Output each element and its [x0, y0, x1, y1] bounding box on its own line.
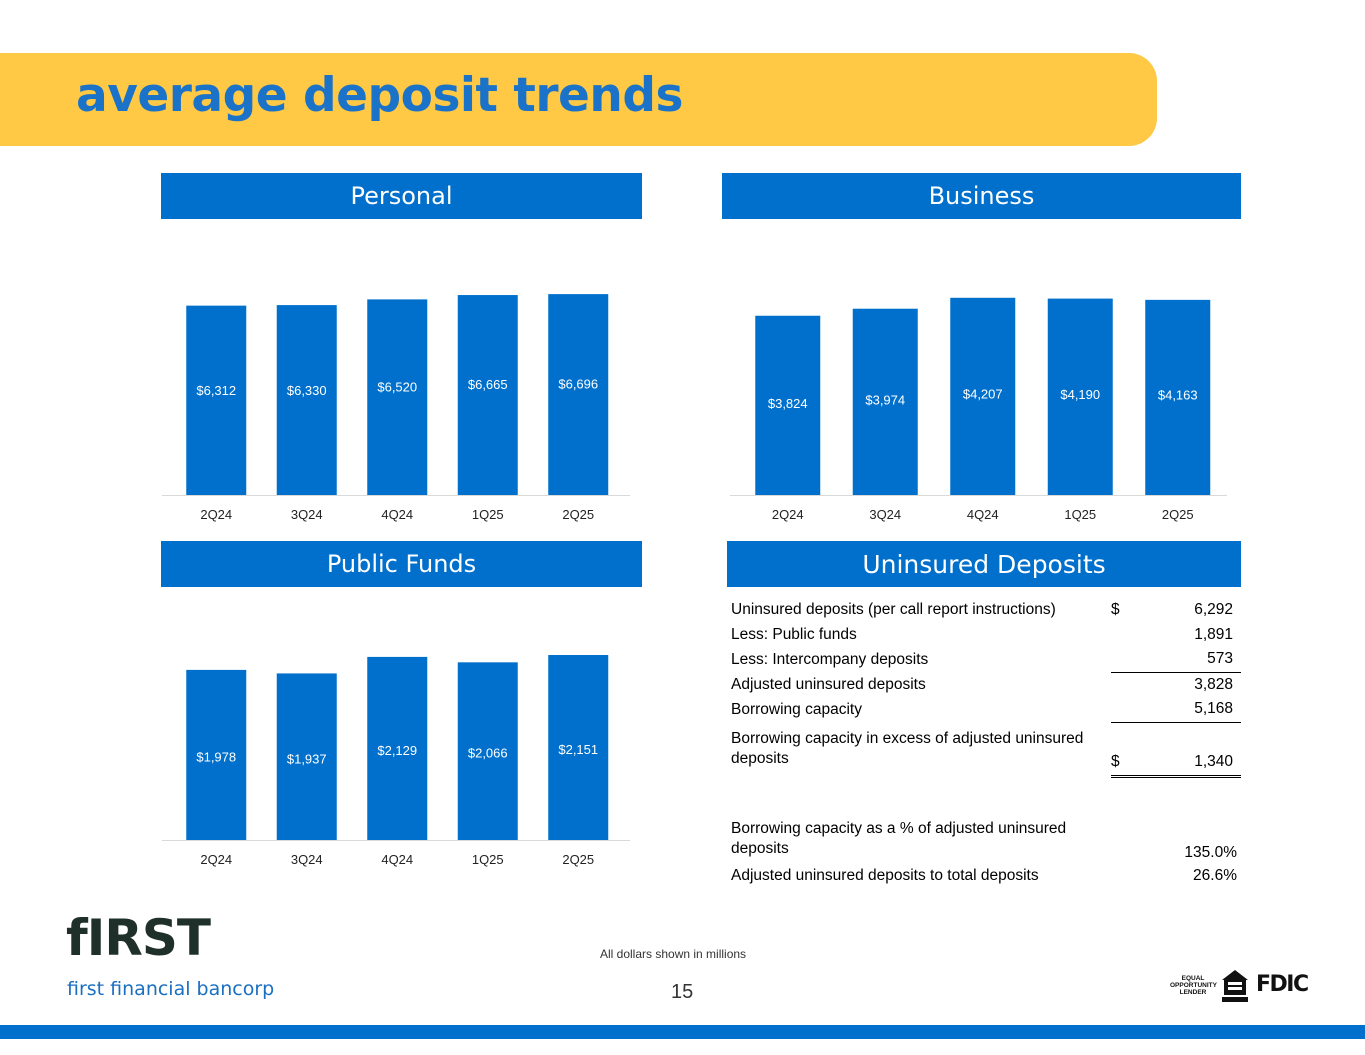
row-label: Less: Intercompany deposits [731, 650, 929, 668]
tick-label: 4Q24 [381, 507, 413, 522]
tick-label: 1Q25 [1064, 507, 1096, 522]
bar-1Q25 [1047, 298, 1113, 495]
fdic-logo: FDIC [1256, 972, 1309, 997]
row-value: 26.6% [1193, 866, 1237, 884]
data-label: $6,665 [468, 377, 508, 392]
bar-2Q25 [548, 655, 609, 840]
business-header: Business [722, 173, 1241, 219]
row-currency [1111, 671, 1133, 697]
row-value: 5,168 [1194, 700, 1233, 718]
footnote: All dollars shown in millions [600, 947, 747, 961]
data-label: $2,066 [468, 746, 508, 761]
bar-1Q25 [457, 295, 518, 495]
data-label: $6,312 [196, 383, 236, 398]
data-label: $3,824 [768, 396, 808, 411]
row-label: Adjusted uninsured deposits to total dep… [731, 866, 1039, 884]
bar-3Q24 [276, 673, 337, 840]
row-currency [1111, 864, 1133, 889]
data-label: $1,978 [196, 750, 236, 765]
bar-1Q25 [457, 662, 518, 840]
tick-label: 3Q24 [291, 507, 323, 522]
data-label: $3,974 [865, 392, 905, 407]
bar-2Q24 [186, 305, 247, 495]
equal-opportunity-lender-badge: EQUAL OPPORTUNITY LENDER [1170, 975, 1217, 996]
tick-label: 4Q24 [967, 507, 999, 522]
first-financial-logo: fIRST first financial bancorp [60, 910, 275, 1005]
row-value: 1,891 [1194, 625, 1233, 643]
row-currency: $ [1111, 721, 1133, 778]
bar-4Q24 [950, 297, 1016, 495]
table-row: Less: Public funds 1,891 [731, 623, 1241, 648]
row-value: 1,340 [1133, 721, 1241, 778]
row-label: Borrowing capacity [731, 700, 862, 718]
bottom-bar [0, 1025, 1365, 1039]
row-label: Borrowing capacity in excess of adjusted… [731, 730, 1084, 767]
uninsured-deposits-header: Uninsured Deposits [727, 541, 1241, 587]
tick-label: 2Q25 [562, 852, 594, 867]
data-label: $4,207 [963, 387, 1003, 402]
business-bar-chart: $3,824 2Q24 $3,974 3Q24 $4,207 4Q24 $4,190 1Q25… [730, 297, 1227, 522]
data-label: $6,330 [287, 383, 327, 398]
data-label: $1,937 [287, 751, 327, 766]
data-label: $4,190 [1060, 387, 1100, 402]
bar-3Q24 [276, 305, 337, 495]
logo-company-name: first financial bancorp [67, 978, 275, 1000]
uninsured-deposits-table: Uninsured deposits (per call report inst… [731, 598, 1241, 888]
data-label: $2,129 [377, 743, 417, 758]
bar-4Q24 [367, 656, 428, 840]
table-row: Uninsured deposits (per call report inst… [731, 598, 1241, 623]
table-row: Less: Intercompany deposits 573 [731, 647, 1241, 672]
row-label: Adjusted uninsured deposits [731, 675, 926, 693]
table-row: Borrowing capacity 5,168 [731, 697, 1241, 722]
row-currency [1111, 623, 1133, 648]
row-label: Less: Public funds [731, 625, 857, 643]
tick-label: 3Q24 [291, 852, 323, 867]
tick-label: 2Q25 [1162, 507, 1194, 522]
row-value: 135.0% [1184, 843, 1237, 861]
table-row: Adjusted uninsured deposits to total dep… [731, 864, 1241, 889]
page-title: average deposit trends [76, 68, 683, 123]
tick-label: 2Q24 [200, 852, 232, 867]
tick-label: 3Q24 [869, 507, 901, 522]
bar-2Q25 [1145, 299, 1211, 495]
row-currency [1111, 814, 1133, 864]
data-label: $4,163 [1158, 388, 1198, 403]
bar-2Q24 [186, 669, 247, 840]
row-label: Borrowing capacity as a % of adjusted un… [731, 819, 1067, 857]
row-value: 6,292 [1194, 601, 1233, 619]
bar-2Q24 [755, 315, 821, 495]
row-currency [1111, 697, 1133, 722]
tick-label: 4Q24 [381, 852, 413, 867]
tick-label: 2Q25 [562, 507, 594, 522]
data-label: $2,151 [558, 742, 598, 757]
bar-2Q25 [548, 294, 609, 495]
tick-label: 2Q24 [200, 507, 232, 522]
row-label: Uninsured deposits (per call report inst… [731, 601, 1056, 619]
personal-header: Personal [161, 173, 642, 219]
logo-wordmark: fIRST [66, 909, 211, 967]
public-funds-header: Public Funds [161, 541, 642, 587]
data-label: $6,520 [377, 380, 417, 395]
tick-label: 1Q25 [472, 852, 504, 867]
tick-label: 1Q25 [472, 507, 504, 522]
table-row: Borrowing capacity in excess of adjusted… [731, 721, 1241, 778]
row-value: 3,828 [1133, 671, 1241, 697]
bar-4Q24 [367, 299, 428, 495]
row-currency: $ [1111, 601, 1120, 619]
row-currency [1111, 647, 1133, 672]
equal-housing-lender-icon [1222, 970, 1248, 1002]
table-spacer [731, 776, 1241, 814]
page-number: 15 [671, 981, 694, 1003]
row-value: 573 [1207, 650, 1233, 668]
table-row: Borrowing capacity as a % of adjusted un… [731, 814, 1241, 864]
data-label: $6,696 [558, 376, 598, 391]
tick-label: 2Q24 [772, 507, 804, 522]
personal-bar-chart: $6,312 2Q24 $6,330 3Q24 $6,520 4Q24 $6,665 1Q25… [162, 294, 630, 522]
bar-3Q24 [852, 308, 918, 495]
public-funds-bar-chart: $1,978 2Q24 $1,937 3Q24 $2,129 4Q24 $2,066 1Q25… [162, 655, 630, 867]
table-row: Adjusted uninsured deposits 3,828 [731, 671, 1241, 697]
title-banner [0, 53, 1157, 146]
